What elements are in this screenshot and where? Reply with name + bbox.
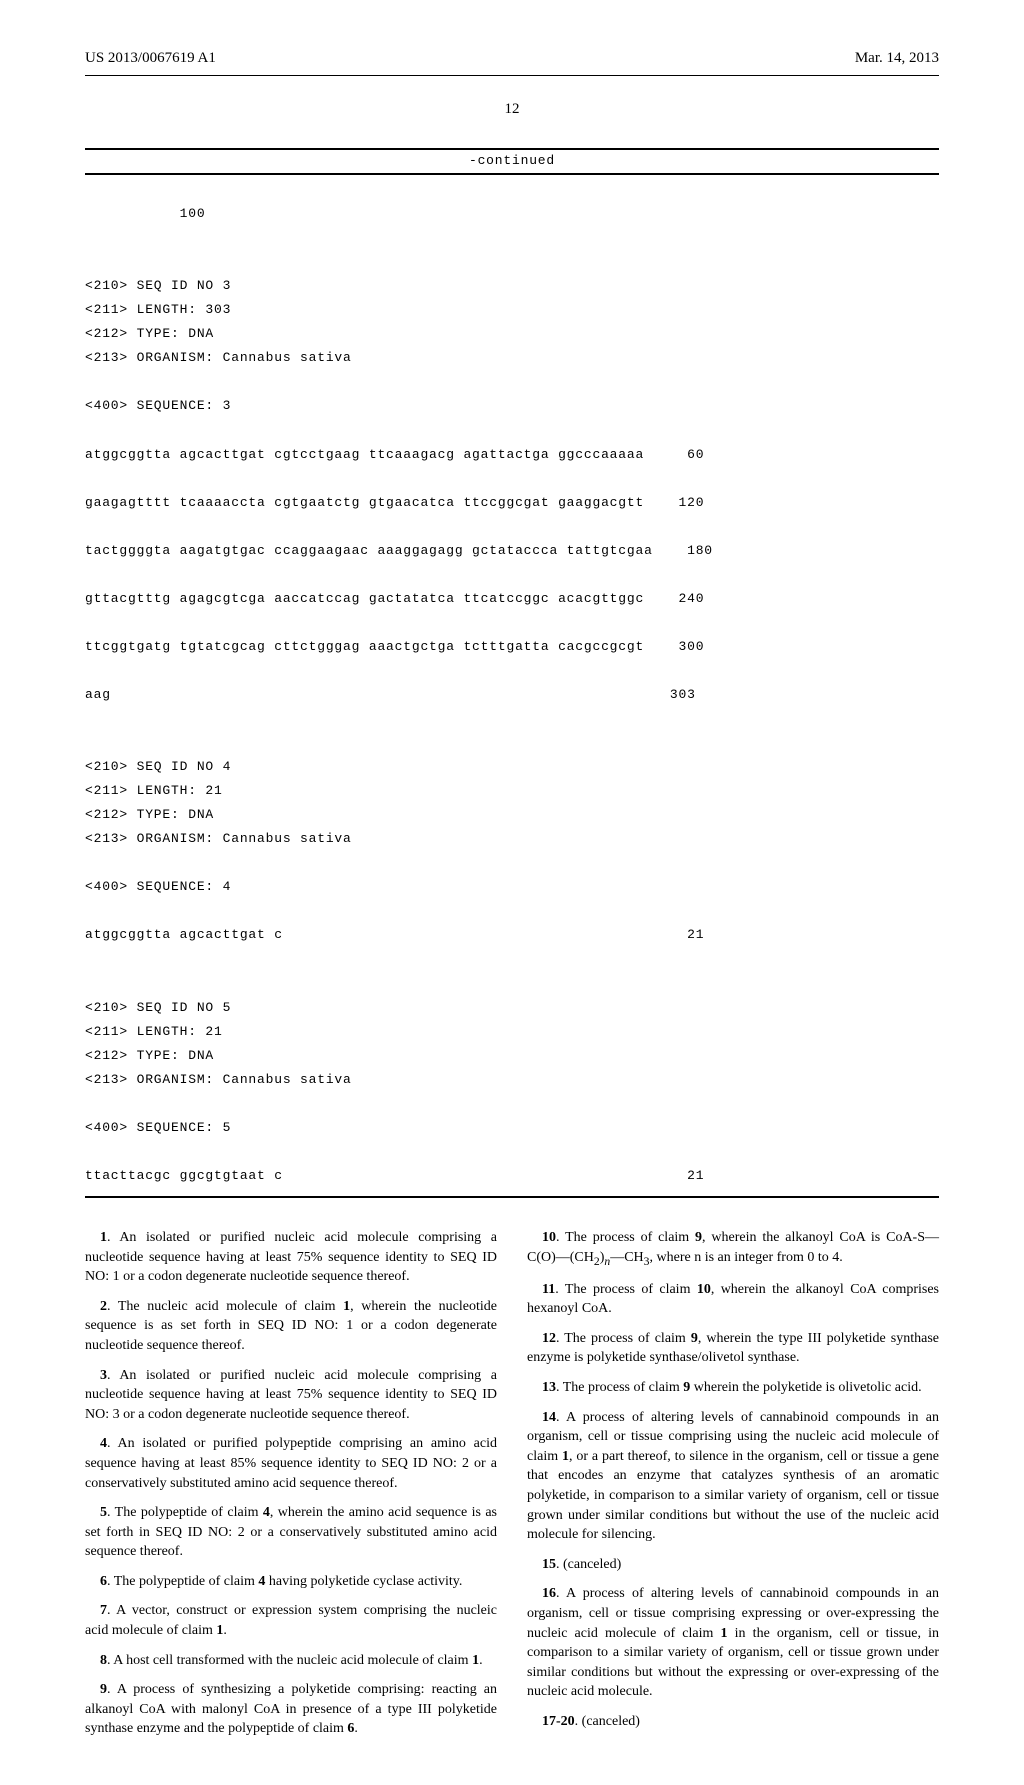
claim-6: 6. The polypeptide of claim 4 having pol… (85, 1572, 497, 1592)
claim-5: 5. The polypeptide of claim 4, wherein t… (85, 1503, 497, 1562)
seq5-header: <210> SEQ ID NO 5 <211> LENGTH: 21 <212>… (85, 1000, 352, 1087)
claim-text: . The process of claim (556, 1331, 691, 1346)
claim-12: 12. The process of claim 9, wherein the … (527, 1329, 939, 1368)
claim-ref: 10 (697, 1282, 711, 1297)
claim-13: 13. The process of claim 9 wherein the p… (527, 1378, 939, 1398)
sequence-rule (85, 173, 939, 175)
claim-text: . An isolated or purified polypeptide co… (85, 1436, 497, 1490)
claim-14: 14. A process of altering levels of cann… (527, 1408, 939, 1545)
claim-text: . The polypeptide of claim (107, 1505, 263, 1520)
claim-7: 7. A vector, construct or expression sys… (85, 1601, 497, 1640)
claim-9: 9. A process of synthesizing a polyketid… (85, 1680, 497, 1739)
continued-label: -continued (85, 153, 939, 168)
claim-text: —CH (610, 1250, 643, 1265)
seq3-line1: atggcggtta agcacttgat cgtcctgaag ttcaaag… (85, 447, 704, 462)
claim-8: 8. A host cell transformed with the nucl… (85, 1651, 497, 1671)
publication-number: US 2013/0067619 A1 (85, 50, 216, 67)
claim-number: 10 (542, 1230, 556, 1245)
claim-number: 12 (542, 1331, 556, 1346)
page-number: 12 (85, 101, 939, 118)
seq3-line3: tactggggta aagatgtgac ccaggaagaac aaagga… (85, 543, 713, 558)
seq3-line6: aag 303 (85, 687, 696, 702)
seq4-line1: atggcggtta agcacttgat c 21 (85, 927, 704, 942)
publication-date: Mar. 14, 2013 (855, 50, 939, 67)
patent-page: US 2013/0067619 A1 Mar. 14, 2013 12 -con… (0, 0, 1024, 1785)
claim-text: . (223, 1623, 227, 1638)
claim-text: . (479, 1653, 483, 1668)
claim-text: wherein the polyketide is olivetolic aci… (690, 1380, 921, 1395)
claim-number: 4 (100, 1436, 107, 1451)
claim-text: , where n is an integer from 0 to 4. (650, 1250, 843, 1265)
claim-ref: 9 (695, 1230, 702, 1245)
seq-line: 100 (85, 206, 205, 221)
sequence-top-rule (85, 148, 939, 150)
claim-15: 15. (canceled) (527, 1555, 939, 1575)
claim-number: 9 (100, 1682, 107, 1697)
claim-2: 2. The nucleic acid molecule of claim 1,… (85, 1297, 497, 1356)
claim-10: 10. The process of claim 9, wherein the … (527, 1228, 939, 1270)
claim-ref: 1 (472, 1653, 479, 1668)
claim-text: . The polypeptide of claim (107, 1574, 258, 1589)
seq4-label: <400> SEQUENCE: 4 (85, 879, 231, 894)
claim-ref: 1 (562, 1449, 569, 1464)
claim-text: having polyketide cyclase activity. (265, 1574, 462, 1589)
claim-ref: 4 (263, 1505, 270, 1520)
claim-text: . The nucleic acid molecule of claim (107, 1299, 343, 1314)
claim-text: . (canceled) (575, 1714, 640, 1729)
claim-text: . An isolated or purified nucleic acid m… (85, 1230, 497, 1284)
claim-number: 2 (100, 1299, 107, 1314)
claim-4: 4. An isolated or purified polypeptide c… (85, 1434, 497, 1493)
claim-1: 1. An isolated or purified nucleic acid … (85, 1228, 497, 1287)
seq4-header: <210> SEQ ID NO 4 <211> LENGTH: 21 <212>… (85, 759, 352, 846)
claim-text: . (354, 1721, 358, 1736)
claim-number: 3 (100, 1368, 107, 1383)
claim-text: . A vector, construct or expression syst… (85, 1603, 497, 1638)
sequence-listing: 100 <210> SEQ ID NO 3 <211> LENGTH: 303 … (85, 178, 939, 1188)
claims-section: 1. An isolated or purified nucleic acid … (85, 1228, 939, 1745)
claim-ref: 1 (721, 1626, 728, 1641)
seq5-label: <400> SEQUENCE: 5 (85, 1120, 231, 1135)
seq5-line1: ttacttacgc ggcgtgtaat c 21 (85, 1168, 704, 1183)
claim-text: . The process of claim (555, 1282, 697, 1297)
claim-number: 7 (100, 1603, 107, 1618)
claim-ref: 6 (347, 1721, 354, 1736)
seq3-label: <400> SEQUENCE: 3 (85, 398, 231, 413)
page-header: US 2013/0067619 A1 Mar. 14, 2013 (85, 50, 939, 67)
claim-text: , or a part thereof, to silence in the o… (527, 1449, 939, 1542)
claim-text: . An isolated or purified nucleic acid m… (85, 1368, 497, 1422)
claim-number: 17-20 (542, 1714, 575, 1729)
claim-number: 8 (100, 1653, 107, 1668)
sequence-bottom-rule (85, 1196, 939, 1198)
claim-text: . (canceled) (556, 1557, 621, 1572)
seq3-header: <210> SEQ ID NO 3 <211> LENGTH: 303 <212… (85, 278, 352, 365)
claim-ref: 9 (683, 1380, 690, 1395)
claim-text: . A process of synthesizing a polyketide… (85, 1682, 497, 1736)
claim-number: 11 (542, 1282, 555, 1297)
claim-number: 15 (542, 1557, 556, 1572)
claim-17-20: 17-20. (canceled) (527, 1712, 939, 1732)
seq3-line5: ttcggtgatg tgtatcgcag cttctgggag aaactgc… (85, 639, 704, 654)
seq3-line4: gttacgtttg agagcgtcga aaccatccag gactata… (85, 591, 704, 606)
claim-ref: 9 (691, 1331, 698, 1346)
header-rule (85, 75, 939, 76)
claim-number: 13 (542, 1380, 556, 1395)
claim-text: . The process of claim (556, 1380, 683, 1395)
claim-number: 14 (542, 1410, 556, 1425)
claim-text: . A host cell transformed with the nucle… (107, 1653, 472, 1668)
claim-ref: 1 (216, 1623, 223, 1638)
claim-number: 16 (542, 1586, 556, 1601)
claim-number: 1 (100, 1230, 107, 1245)
claim-3: 3. An isolated or purified nucleic acid … (85, 1366, 497, 1425)
seq3-line2: gaagagtttt tcaaaaccta cgtgaatctg gtgaaca… (85, 495, 704, 510)
claim-11: 11. The process of claim 10, wherein the… (527, 1280, 939, 1319)
claim-text: . The process of claim (556, 1230, 695, 1245)
claim-number: 6 (100, 1574, 107, 1589)
claim-16: 16. A process of altering levels of cann… (527, 1584, 939, 1702)
claim-ref: 4 (258, 1574, 265, 1589)
claim-number: 5 (100, 1505, 107, 1520)
